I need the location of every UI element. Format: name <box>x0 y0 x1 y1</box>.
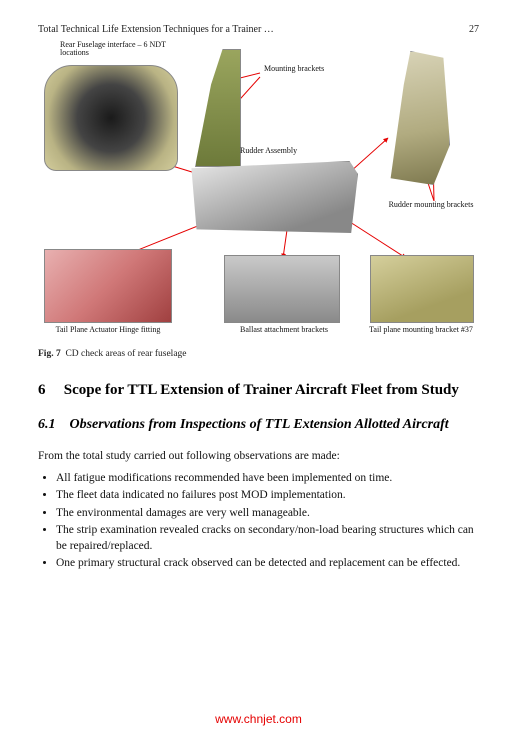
subsection-number: 6.1 <box>38 416 66 434</box>
figure-caption: Fig. 7 CD check areas of rear fuselage <box>38 349 479 359</box>
label-tail-plane-mounting: Tail plane mounting bracket #37 <box>356 325 486 334</box>
section-heading: 6 Scope for TTL Extension of Trainer Air… <box>38 381 479 400</box>
list-item: The environmental damages are very well … <box>56 506 479 522</box>
img-tail-plane-mounting <box>370 255 474 323</box>
running-header: Total Technical Life Extension Technique… <box>38 24 479 35</box>
page-number: 27 <box>469 24 479 35</box>
list-item: The fleet data indicated no failures pos… <box>56 488 479 504</box>
section-number: 6 <box>38 381 60 400</box>
img-rudder-assembly <box>195 49 241 167</box>
label-ballast-attachment: Ballast attachment brackets <box>224 325 344 334</box>
intro-paragraph: From the total study carried out followi… <box>38 449 479 465</box>
annot-rudder-mounting-brackets: Rudder mounting brackets <box>376 201 486 209</box>
figure-caption-text: CD check areas of rear fuselage <box>65 349 186 359</box>
list-item: One primary structural crack observed ca… <box>56 556 479 572</box>
subsection-heading: 6.1 Observations from Inspections of TTL… <box>38 416 479 434</box>
annot-mounting-brackets: Mounting brackets <box>264 65 324 73</box>
list-item: The strip examination revealed cracks on… <box>56 523 479 554</box>
img-ballast-attachment <box>224 255 340 323</box>
subsection-title: Observations from Inspections of TTL Ext… <box>70 417 449 432</box>
label-tail-plane-actuator: Tail Plane Actuator Hinge fitting <box>44 325 172 334</box>
figure-7-composite: Rear Fuselage interface – 6 NDT location… <box>38 43 479 343</box>
img-tail-plane-actuator <box>44 249 172 323</box>
watermark: www.chnjet.com <box>0 712 517 726</box>
img-rudder-mounting-bracket <box>384 51 450 185</box>
figure-caption-label: Fig. 7 <box>38 349 61 359</box>
running-title: Total Technical Life Extension Technique… <box>38 24 274 35</box>
img-center-fuselage <box>188 161 358 233</box>
page: Total Technical Life Extension Technique… <box>0 0 517 732</box>
annot-rudder-assembly: Rudder Assembly <box>240 147 297 155</box>
annot-rear-fuselage-interface: Rear Fuselage interface – 6 NDT location… <box>60 41 180 58</box>
section-title: Scope for TTL Extension of Trainer Aircr… <box>64 382 459 398</box>
list-item: All fatigue modifications recommended ha… <box>56 471 479 487</box>
img-rear-fuselage-interface <box>44 65 178 171</box>
observations-list: All fatigue modifications recommended ha… <box>38 471 479 572</box>
